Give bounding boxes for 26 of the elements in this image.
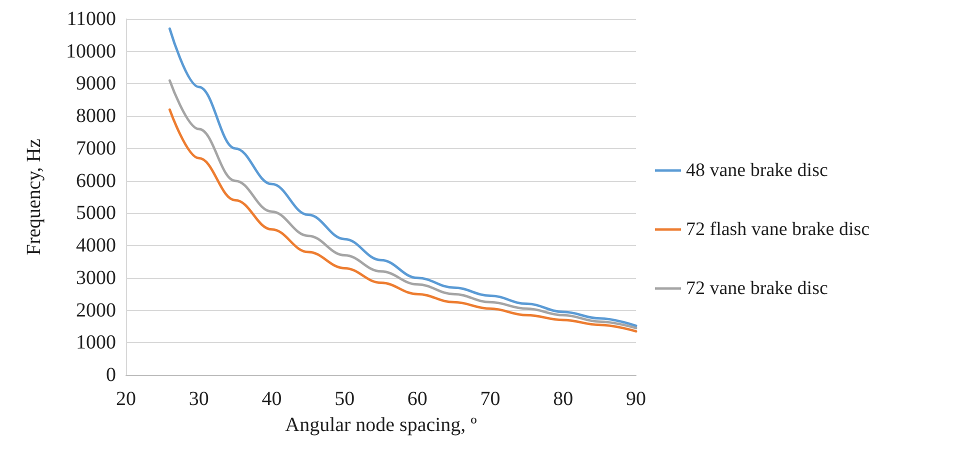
y-tick-label: 0 bbox=[106, 364, 116, 386]
y-tick-label: 9000 bbox=[76, 72, 116, 95]
y-tick-label: 4000 bbox=[76, 234, 116, 257]
x-tick-label: 20 bbox=[116, 388, 136, 410]
y-tick-label: 3000 bbox=[76, 266, 116, 289]
line-series bbox=[168, 27, 638, 328]
legend-label: 48 vane brake disc bbox=[686, 160, 828, 181]
y-tick-label: 7000 bbox=[76, 137, 116, 160]
y-tick-label: 1000 bbox=[76, 332, 116, 354]
y-tick-label: 11000 bbox=[66, 8, 116, 30]
y-tick-label: 6000 bbox=[76, 170, 116, 192]
x-tick-label: 90 bbox=[626, 388, 646, 410]
y-tick-label: 5000 bbox=[76, 202, 116, 224]
legend-label: 72 vane brake disc bbox=[686, 278, 828, 299]
y-tick-label: 2000 bbox=[76, 299, 116, 322]
x-axis-title: Angular node spacing, º bbox=[285, 414, 477, 436]
x-tick-label: 50 bbox=[334, 388, 355, 410]
x-tick-label: 30 bbox=[188, 388, 209, 410]
y-axis-title: Frequency, Hz bbox=[23, 138, 45, 256]
x-tick-label: 80 bbox=[553, 388, 574, 410]
x-tick-label: 60 bbox=[407, 388, 428, 410]
legend-label: 72 flash vane brake disc bbox=[686, 219, 870, 240]
x-tick-label: 70 bbox=[480, 388, 500, 410]
y-tick-label: 8000 bbox=[76, 105, 116, 128]
y-tick-label: 10000 bbox=[66, 40, 116, 62]
x-tick-label: 40 bbox=[262, 388, 282, 410]
